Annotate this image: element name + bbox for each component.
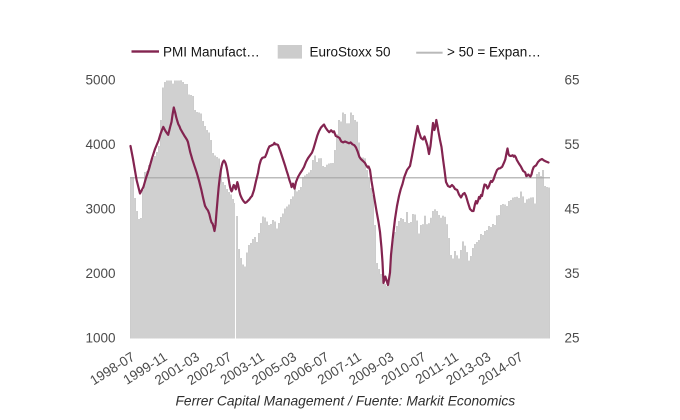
svg-text:2000: 2000 — [85, 266, 115, 281]
svg-text:55: 55 — [565, 137, 580, 152]
svg-text:EuroStoxx 50: EuroStoxx 50 — [310, 45, 391, 60]
svg-text:1000: 1000 — [85, 331, 115, 346]
svg-text:65: 65 — [565, 73, 580, 88]
svg-text:4000: 4000 — [85, 137, 115, 152]
svg-text:Ferrer Capital Management / Fu: Ferrer Capital Management / Fuente: Mark… — [176, 394, 516, 409]
svg-text:35: 35 — [565, 266, 580, 281]
svg-text:3000: 3000 — [85, 202, 115, 217]
svg-text:5000: 5000 — [85, 73, 115, 88]
svg-text:25: 25 — [565, 331, 580, 346]
svg-text:45: 45 — [565, 202, 580, 217]
svg-text:PMI Manufact…: PMI Manufact… — [163, 45, 260, 60]
svg-text:> 50 = Expan…: > 50 = Expan… — [447, 45, 541, 60]
